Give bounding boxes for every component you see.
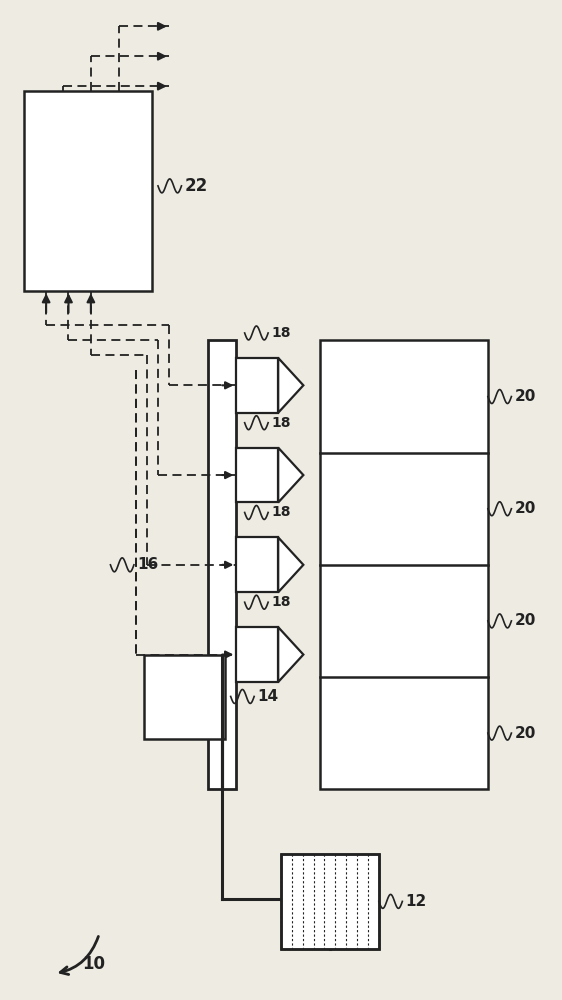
Bar — [236, 537, 278, 592]
Text: 22: 22 — [185, 177, 208, 195]
Text: 16: 16 — [137, 557, 158, 572]
Polygon shape — [278, 448, 303, 502]
Text: 20: 20 — [515, 613, 536, 628]
Text: 20: 20 — [515, 726, 536, 741]
Bar — [24, 91, 152, 291]
Bar — [236, 627, 278, 682]
Bar — [320, 340, 488, 789]
Text: 18: 18 — [271, 326, 291, 340]
Text: 10: 10 — [83, 955, 106, 973]
Text: 20: 20 — [515, 501, 536, 516]
Bar — [144, 655, 225, 739]
Text: 18: 18 — [271, 505, 291, 519]
Text: 14: 14 — [257, 689, 279, 704]
Text: 18: 18 — [271, 416, 291, 430]
Polygon shape — [278, 537, 303, 592]
Bar — [281, 854, 379, 949]
Bar — [236, 358, 278, 413]
Polygon shape — [278, 358, 303, 413]
Polygon shape — [278, 627, 303, 682]
Text: 12: 12 — [406, 894, 427, 909]
Bar — [281, 854, 379, 949]
Text: 20: 20 — [515, 389, 536, 404]
Bar — [209, 340, 236, 789]
Text: 18: 18 — [271, 595, 291, 609]
Bar — [236, 448, 278, 502]
